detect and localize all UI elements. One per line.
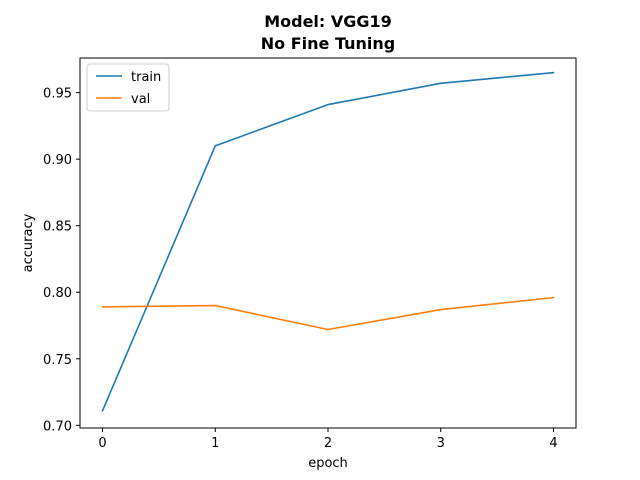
plot-background: [80, 58, 576, 428]
y-tick-label: 0.85: [43, 220, 72, 235]
y-tick-label: 0.75: [43, 353, 72, 368]
legend-label-train: train: [131, 70, 161, 85]
y-tick-label: 0.95: [43, 87, 72, 102]
x-tick-label: 3: [437, 436, 445, 451]
x-tick-label: 0: [98, 436, 106, 451]
x-axis-label: epoch: [308, 456, 348, 471]
y-axis-ticks: 0.70 0.75 0.80 0.85 0.90 0.95: [43, 87, 80, 434]
y-axis-label: accuracy: [21, 213, 36, 272]
x-tick-label: 1: [211, 436, 219, 451]
y-tick-label: 0.70: [43, 419, 72, 434]
series-lines: [101, 71, 555, 412]
chart-title: Model: VGG19: [264, 12, 392, 31]
x-tick-label: 2: [324, 436, 332, 451]
y-tick-label: 0.80: [43, 286, 72, 301]
legend-label-val: val: [131, 92, 150, 107]
y-tick-label: 0.90: [43, 153, 72, 168]
plot-frame: [79, 57, 577, 429]
legend: train val: [86, 63, 170, 112]
series-line-val: [101, 296, 555, 331]
plot-area: [80, 58, 576, 428]
x-tick-label: 4: [549, 436, 557, 451]
chart-subtitle: No Fine Tuning: [261, 34, 395, 53]
x-axis-ticks: 0 1 2 3 4: [98, 428, 558, 451]
series-line-train: [101, 71, 555, 412]
